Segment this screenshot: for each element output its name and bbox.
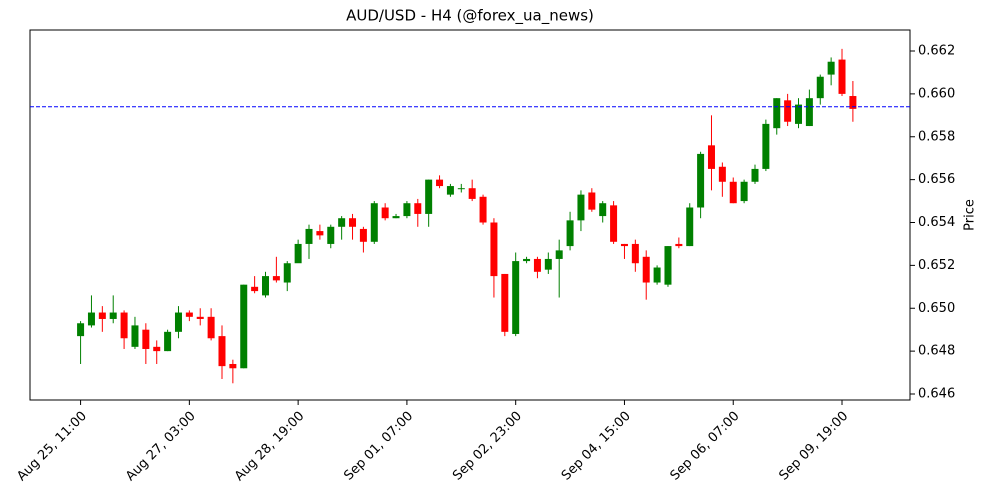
candle-body — [294, 243, 302, 264]
x-tick-label: Sep 09, 19:00 — [776, 409, 851, 484]
candle-body — [620, 243, 628, 247]
y-tick-label: 0.656 — [918, 172, 955, 187]
candle-body — [262, 276, 270, 296]
candle-body — [762, 123, 770, 169]
candle-body — [490, 222, 498, 277]
candle-body — [599, 203, 607, 217]
candle-body — [707, 145, 715, 169]
candle-body — [218, 336, 226, 367]
candle-body — [675, 243, 683, 247]
y-tick-label: 0.662 — [918, 44, 955, 59]
candle-body — [425, 179, 433, 214]
candle-body — [174, 312, 182, 332]
candle-body — [327, 226, 335, 244]
candle-body — [98, 312, 106, 319]
y-tick-label: 0.648 — [918, 344, 955, 359]
candle-body — [283, 263, 291, 283]
y-tick-label: 0.652 — [918, 258, 955, 273]
candle-body — [718, 166, 726, 182]
x-tick-label: Sep 01, 07:00 — [341, 409, 416, 484]
candle-body — [131, 325, 139, 347]
candle-body — [653, 267, 661, 283]
candle-body — [512, 261, 520, 334]
candle-body — [142, 329, 150, 349]
candle-body — [446, 186, 454, 195]
candle-body — [740, 181, 748, 202]
candle-body — [251, 286, 259, 292]
candle-body — [468, 188, 476, 199]
candle-body — [849, 96, 857, 109]
candle-body — [381, 207, 389, 219]
candle-body — [436, 179, 444, 187]
x-tick-label: Aug 27, 03:00 — [123, 409, 199, 485]
candle-body — [784, 100, 792, 122]
candle-body — [229, 363, 237, 369]
candle-body — [642, 256, 650, 283]
candle-body — [164, 331, 172, 352]
candle-body — [349, 218, 357, 227]
candle-body — [533, 258, 541, 272]
candle-body — [240, 284, 248, 369]
x-tick-label: Sep 04, 15:00 — [559, 409, 634, 484]
candle-body — [359, 228, 367, 242]
candle-body — [414, 203, 422, 214]
y-tick-label: 0.658 — [918, 129, 955, 144]
candle-body — [827, 61, 835, 75]
candle-body — [109, 312, 117, 319]
candle-body — [729, 181, 737, 204]
candle-body — [479, 196, 487, 223]
candle-body — [664, 246, 672, 285]
candle-body — [610, 205, 618, 242]
candle-body — [403, 203, 411, 217]
candle-body — [370, 203, 378, 242]
candle-body — [838, 59, 846, 94]
candle-body — [196, 316, 204, 319]
y-axis-label: Price — [963, 199, 978, 231]
x-tick-label: Sep 06, 07:00 — [668, 409, 743, 484]
x-tick-label: Sep 02, 23:00 — [450, 409, 525, 484]
candle-body — [392, 216, 400, 219]
candle-body — [697, 153, 705, 208]
candle-body — [588, 192, 596, 210]
y-tick-label: 0.654 — [918, 215, 955, 230]
x-tick-label: Aug 28, 19:00 — [232, 409, 308, 485]
candle-body — [120, 312, 128, 339]
candle-body — [501, 273, 509, 332]
candle-body — [457, 188, 465, 190]
candle-body — [338, 218, 346, 227]
chart-title: AUD/USD - H4 (@forex_ua_news) — [346, 7, 594, 26]
candle-body — [523, 258, 531, 262]
candle-body — [87, 312, 95, 326]
candle-body — [316, 231, 324, 236]
y-tick-label: 0.660 — [918, 86, 955, 101]
candle-body — [686, 207, 694, 247]
y-tick-label: 0.646 — [918, 386, 955, 401]
y-tick-label: 0.650 — [918, 301, 955, 316]
candle-body — [566, 220, 574, 247]
plot-frame — [29, 29, 911, 401]
candle-body — [773, 98, 781, 129]
candle-body — [272, 276, 280, 281]
candle-body — [207, 316, 215, 339]
candle-body — [631, 243, 639, 264]
candle-body — [77, 323, 85, 337]
candle-body — [555, 250, 563, 259]
candle-body — [577, 194, 585, 221]
candle-body — [544, 258, 552, 270]
candle-body — [805, 98, 813, 127]
candle-body — [305, 228, 313, 244]
candle-body — [795, 104, 803, 124]
candle-body — [816, 76, 824, 99]
candle-body — [751, 168, 759, 182]
candle-body — [153, 346, 161, 352]
x-tick-label: Aug 25, 11:00 — [14, 409, 90, 485]
candle-body — [185, 312, 193, 317]
